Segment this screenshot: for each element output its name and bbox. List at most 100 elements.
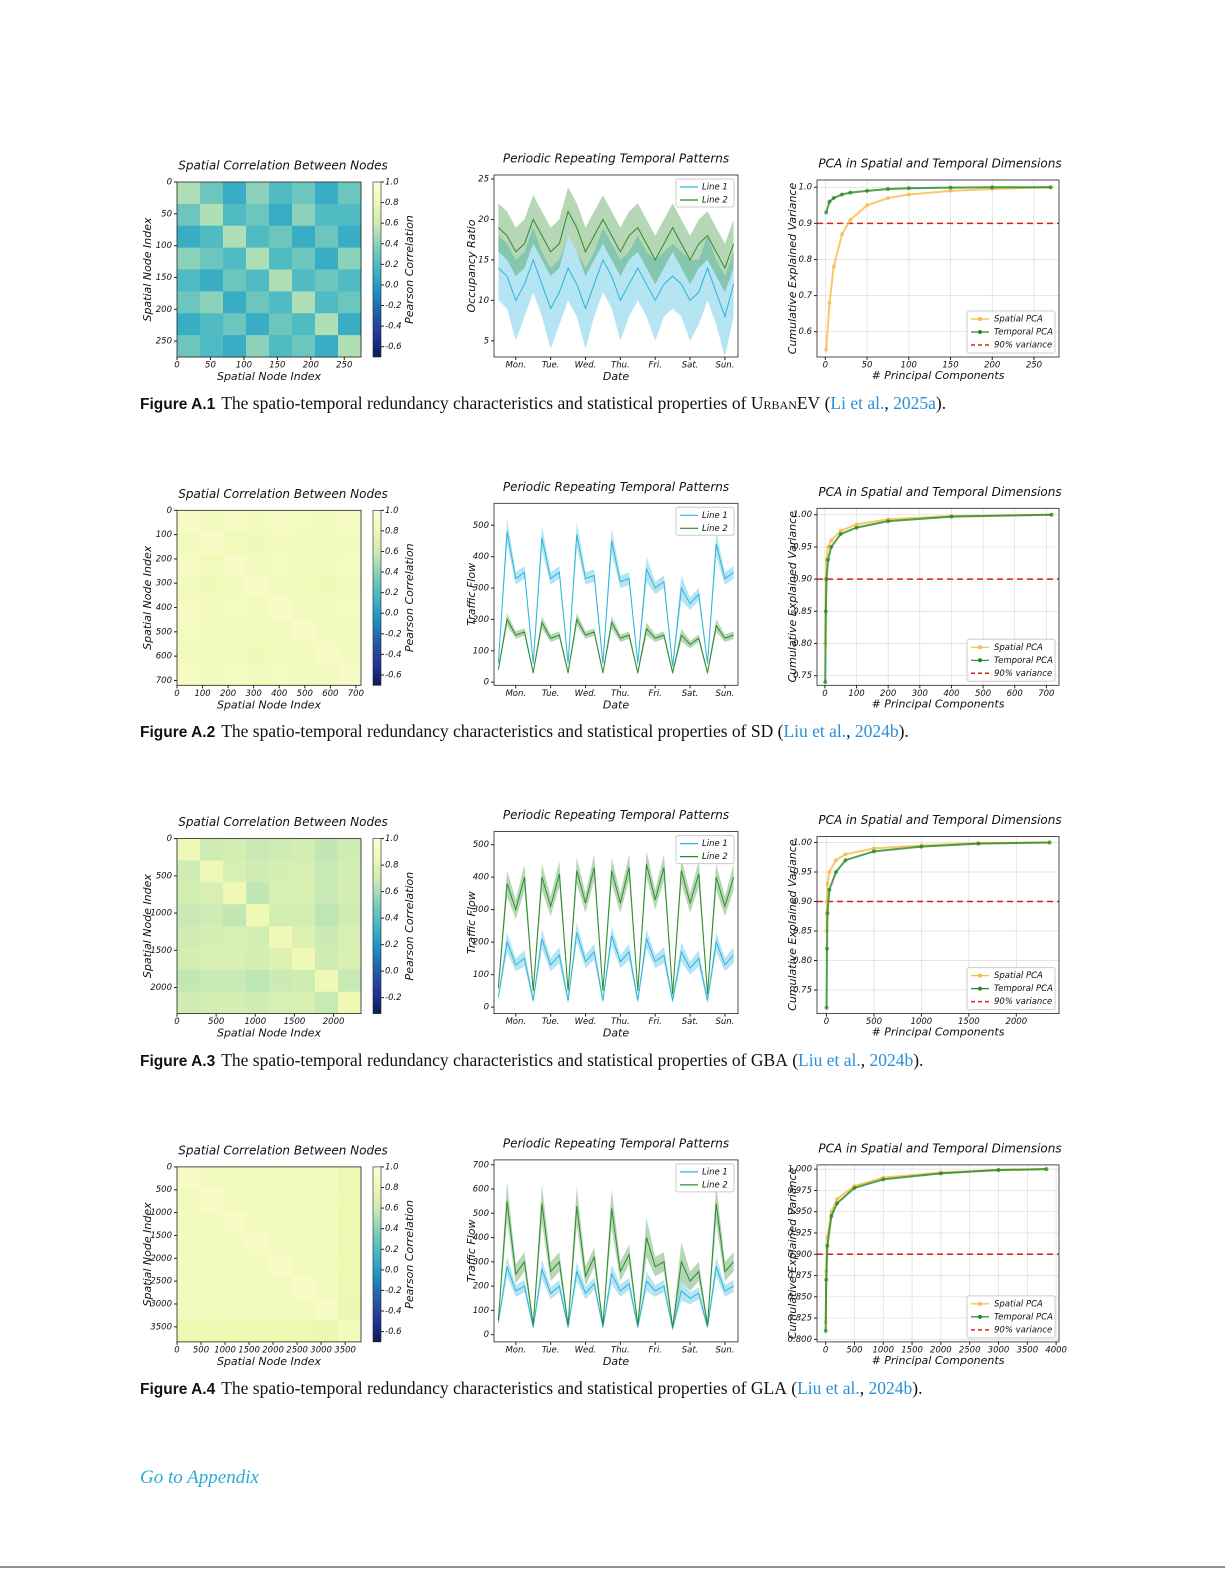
heatmap-cell <box>177 203 201 227</box>
heatmap-cell <box>246 1320 270 1343</box>
x-tick-label: 3500 <box>334 1345 356 1355</box>
x-tick-label: Sat. <box>682 689 699 699</box>
heatmap-cell <box>269 313 293 336</box>
colorbar-tick-label: 0.6 <box>385 1204 399 1214</box>
x-tick-label: 500 <box>208 1017 224 1027</box>
heatmap-cell <box>200 313 224 336</box>
x-axis-label: Date <box>603 698 630 711</box>
heatmap-cell <box>315 1166 339 1190</box>
x-tick-label: Mon. <box>505 689 526 699</box>
heatmap-cell <box>246 1166 270 1190</box>
heatmap-cell <box>177 838 201 861</box>
heatmap-cell <box>292 182 316 205</box>
heatmap-cell <box>246 619 270 643</box>
x-tick-label: Thu. <box>611 689 630 699</box>
x-tick-label: 200 <box>880 689 896 699</box>
caption-label: Figure A.3 <box>140 1052 216 1070</box>
heatmap-cell <box>223 1232 247 1255</box>
series-marker <box>833 858 838 863</box>
heatmap-cell <box>223 291 247 314</box>
y-tick-label: 600 <box>473 1185 489 1195</box>
y-tick-label: 200 <box>473 938 489 948</box>
x-tick-label: Sun. <box>715 1345 734 1355</box>
heatmap-cell <box>223 1166 247 1190</box>
heatmap-cell <box>292 1188 316 1212</box>
heatmap-cell <box>338 663 362 686</box>
heatmap-cell <box>177 597 201 621</box>
x-tick-label: Tue. <box>542 1017 560 1027</box>
x-tick-label: 2000 <box>930 1345 952 1355</box>
y-axis-label: Spatial Node Index <box>141 217 154 322</box>
y-tick-label: 0 <box>484 678 489 688</box>
heatmap-cell <box>338 247 362 270</box>
legend-marker <box>978 645 982 650</box>
heatmap-cell <box>246 554 270 577</box>
heatmap-cell <box>338 269 362 292</box>
heatmap-cell <box>269 926 293 949</box>
x-tick-label: 0 <box>822 689 827 699</box>
heatmap-cell <box>177 1276 201 1299</box>
colorbar-tick-label: 0.4 <box>385 239 399 249</box>
y-tick-label: 0.95 <box>793 868 812 878</box>
citation-year[interactable]: 2025a <box>893 393 936 413</box>
citation-year[interactable]: 2024b <box>868 1377 913 1398</box>
heatmap-cell <box>177 313 201 336</box>
heatmap-cell <box>246 510 270 533</box>
colorbar-tick-label: -0.2 <box>385 1286 402 1296</box>
series-marker <box>838 528 843 533</box>
heatmap-cell <box>292 225 316 249</box>
colorbar-tick-label: 0.8 <box>385 861 399 871</box>
y-tick-label: 500 <box>156 871 172 881</box>
figure-caption: Figure A.1 The spatio-temporal redundancy… <box>140 393 947 413</box>
series-marker <box>827 199 832 204</box>
heatmap-cell <box>338 597 362 621</box>
heatmap-cell <box>200 532 224 555</box>
heatmap-cell <box>315 838 339 861</box>
series-marker <box>996 1168 1001 1173</box>
series-marker <box>826 544 831 549</box>
heatmap-cell <box>269 1232 293 1255</box>
x-tick-label: 200 <box>984 361 1000 371</box>
citation-year[interactable]: 2024b <box>854 721 899 742</box>
colorbar-label: Pearson Correlation <box>403 872 416 981</box>
heatmap-cell <box>246 182 270 205</box>
legend-label: Line 1 <box>702 1167 728 1177</box>
heatmap-cell <box>246 663 270 686</box>
heatmap-cell <box>269 641 293 664</box>
x-tick-label: 0 <box>174 1345 179 1355</box>
heatmap-cell <box>292 1320 316 1343</box>
series-marker <box>976 841 981 846</box>
heatmap-cell <box>200 225 224 249</box>
heatmap-cell <box>177 860 201 883</box>
legend-label: Line 2 <box>702 196 728 206</box>
appendix-link[interactable]: Go to Appendix <box>140 1467 259 1488</box>
x-tick-label: Fri. <box>648 1017 661 1027</box>
chart-title: Spatial Correlation Between Nodes <box>178 159 387 173</box>
plot-frame <box>816 507 1060 686</box>
heatmap-cell <box>269 182 293 205</box>
heatmap-cell <box>269 247 293 270</box>
x-tick-label: 300 <box>246 689 262 699</box>
citation-author[interactable]: Liu et al. <box>798 1049 861 1070</box>
series-marker <box>823 680 828 685</box>
series-line <box>497 1201 735 1328</box>
heatmap-cell <box>292 641 316 664</box>
citation-author[interactable]: Liu et al. <box>783 721 847 742</box>
heatmap-cell <box>338 313 362 336</box>
heatmap-cell <box>269 1298 293 1321</box>
citation-author[interactable]: Liu et al. <box>797 1377 860 1398</box>
x-tick-label: 0 <box>174 361 179 371</box>
x-tick-label: 100 <box>901 361 917 371</box>
y-tick-label: 1.000 <box>788 1165 812 1175</box>
heatmap-cell <box>269 203 293 227</box>
citation-year[interactable]: 2024b <box>869 1049 914 1070</box>
y-tick-label: 0.975 <box>788 1186 812 1196</box>
heatmap-cell <box>338 1232 362 1255</box>
heatmap-cell <box>338 1254 362 1277</box>
chart-title: Spatial Correlation Between Nodes <box>178 815 387 829</box>
legend-box <box>966 310 1056 354</box>
heatmap-cell <box>246 575 270 599</box>
x-tick-label: 1500 <box>238 1345 260 1355</box>
citation-author[interactable]: Li et al. <box>830 393 885 413</box>
heatmap-cell <box>338 882 362 905</box>
